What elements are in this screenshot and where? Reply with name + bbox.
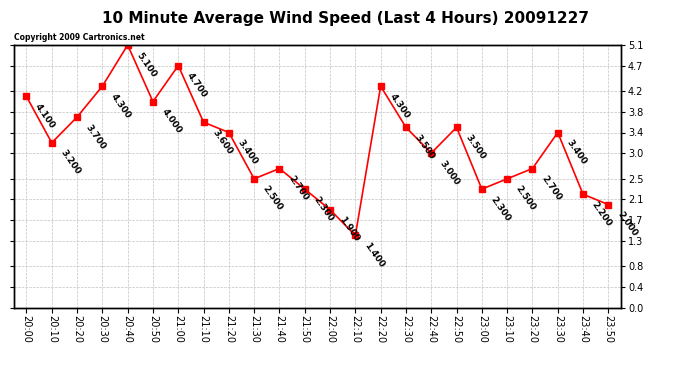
Text: 4.700: 4.700 — [185, 71, 209, 99]
Text: 1.400: 1.400 — [362, 241, 386, 269]
Text: 2.500: 2.500 — [261, 184, 284, 213]
Text: 3.000: 3.000 — [438, 159, 462, 187]
Text: 10 Minute Average Wind Speed (Last 4 Hours) 20091227: 10 Minute Average Wind Speed (Last 4 Hou… — [101, 11, 589, 26]
Text: 3.400: 3.400 — [564, 138, 589, 166]
Text: 2.700: 2.700 — [540, 174, 563, 202]
Text: 5.100: 5.100 — [135, 51, 158, 79]
Text: 3.400: 3.400 — [236, 138, 259, 166]
Text: 2.300: 2.300 — [312, 195, 335, 223]
Text: 1.900: 1.900 — [337, 215, 361, 244]
Text: 4.300: 4.300 — [388, 92, 411, 120]
Text: 3.500: 3.500 — [464, 133, 487, 161]
Text: Copyright 2009 Cartronics.net: Copyright 2009 Cartronics.net — [14, 33, 144, 42]
Text: 2.500: 2.500 — [514, 184, 538, 213]
Text: 2.000: 2.000 — [615, 210, 639, 238]
Text: 2.200: 2.200 — [590, 200, 613, 228]
Text: 2.300: 2.300 — [489, 195, 512, 223]
Text: 3.600: 3.600 — [210, 128, 234, 156]
Text: 4.300: 4.300 — [109, 92, 133, 120]
Text: 3.200: 3.200 — [59, 148, 82, 177]
Text: 3.500: 3.500 — [413, 133, 436, 161]
Text: 3.700: 3.700 — [84, 123, 108, 151]
Text: 2.700: 2.700 — [286, 174, 310, 202]
Text: 4.000: 4.000 — [160, 107, 184, 135]
Text: 4.100: 4.100 — [33, 102, 57, 130]
